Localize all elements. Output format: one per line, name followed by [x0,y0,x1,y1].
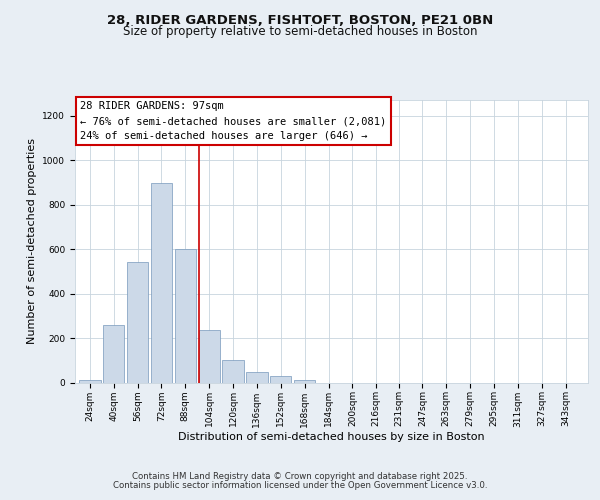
Text: Size of property relative to semi-detached houses in Boston: Size of property relative to semi-detach… [123,25,477,38]
Text: Contains public sector information licensed under the Open Government Licence v3: Contains public sector information licen… [113,481,487,490]
X-axis label: Distribution of semi-detached houses by size in Boston: Distribution of semi-detached houses by … [178,432,485,442]
Bar [247,372,268,382]
Bar [151,184,172,382]
Bar [199,330,220,382]
Text: 28 RIDER GARDENS: 97sqm
← 76% of semi-detached houses are smaller (2,081)
24% of: 28 RIDER GARDENS: 97sqm ← 76% of semi-de… [80,102,386,141]
Bar [294,380,315,382]
Bar [175,249,196,382]
Bar [223,360,244,382]
Text: Contains HM Land Registry data © Crown copyright and database right 2025.: Contains HM Land Registry data © Crown c… [132,472,468,481]
Bar [103,324,124,382]
Bar [79,380,101,382]
Text: 28, RIDER GARDENS, FISHTOFT, BOSTON, PE21 0BN: 28, RIDER GARDENS, FISHTOFT, BOSTON, PE2… [107,14,493,27]
Bar [270,376,292,382]
Y-axis label: Number of semi-detached properties: Number of semi-detached properties [27,138,37,344]
Bar [127,262,148,382]
